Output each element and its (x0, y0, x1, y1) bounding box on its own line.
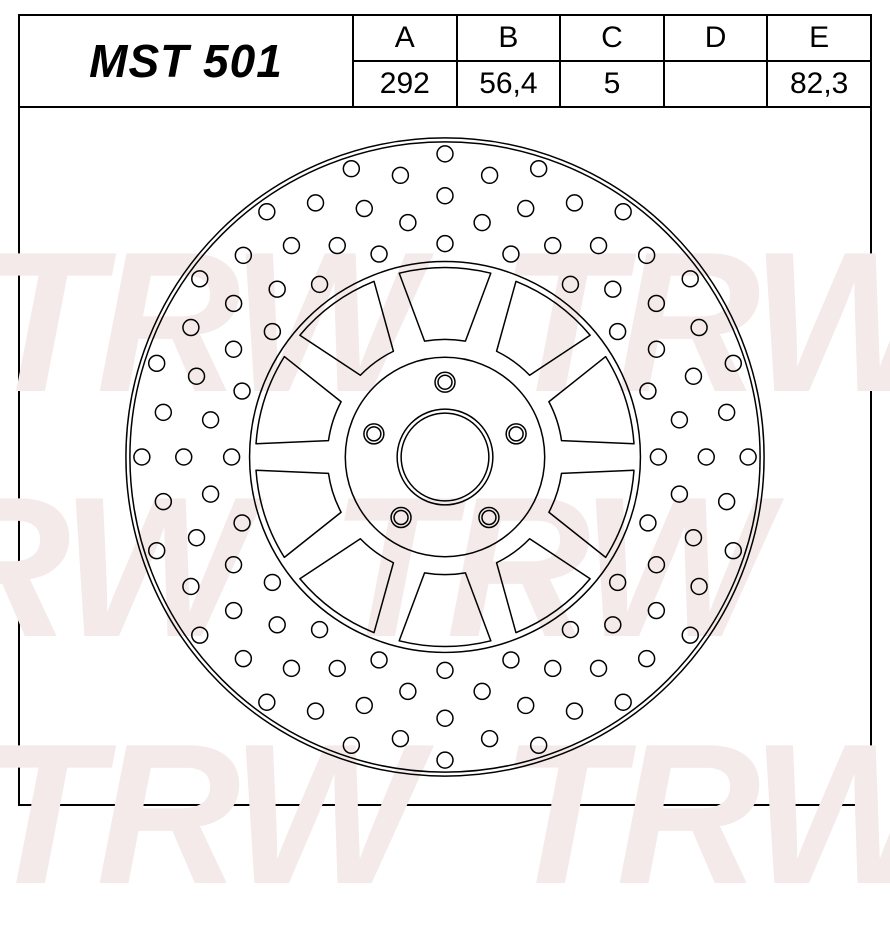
part-number: MST 501 (89, 34, 283, 88)
val-A: 292 (354, 62, 458, 106)
col-D: D (665, 16, 769, 60)
part-number-cell: MST 501 (20, 16, 354, 106)
dimension-value-row: 292 56,4 5 82,3 (354, 62, 870, 106)
val-E: 82,3 (768, 62, 870, 106)
col-C: C (561, 16, 665, 60)
col-A: A (354, 16, 458, 60)
val-D (665, 62, 769, 106)
header-row: MST 501 A B C D E 292 56,4 5 82,3 (20, 16, 870, 108)
brake-disc-drawing (20, 108, 870, 804)
val-B: 56,4 (458, 62, 562, 106)
dimension-table: A B C D E 292 56,4 5 82,3 (354, 16, 870, 106)
col-E: E (768, 16, 870, 60)
col-B: B (458, 16, 562, 60)
outer-frame: MST 501 A B C D E 292 56,4 5 82,3 TRWTRW… (18, 14, 872, 806)
val-C: 5 (561, 62, 665, 106)
dimension-header-row: A B C D E (354, 16, 870, 62)
diagram-area: TRWTRWTRWTRWTRWTRW (20, 108, 870, 804)
